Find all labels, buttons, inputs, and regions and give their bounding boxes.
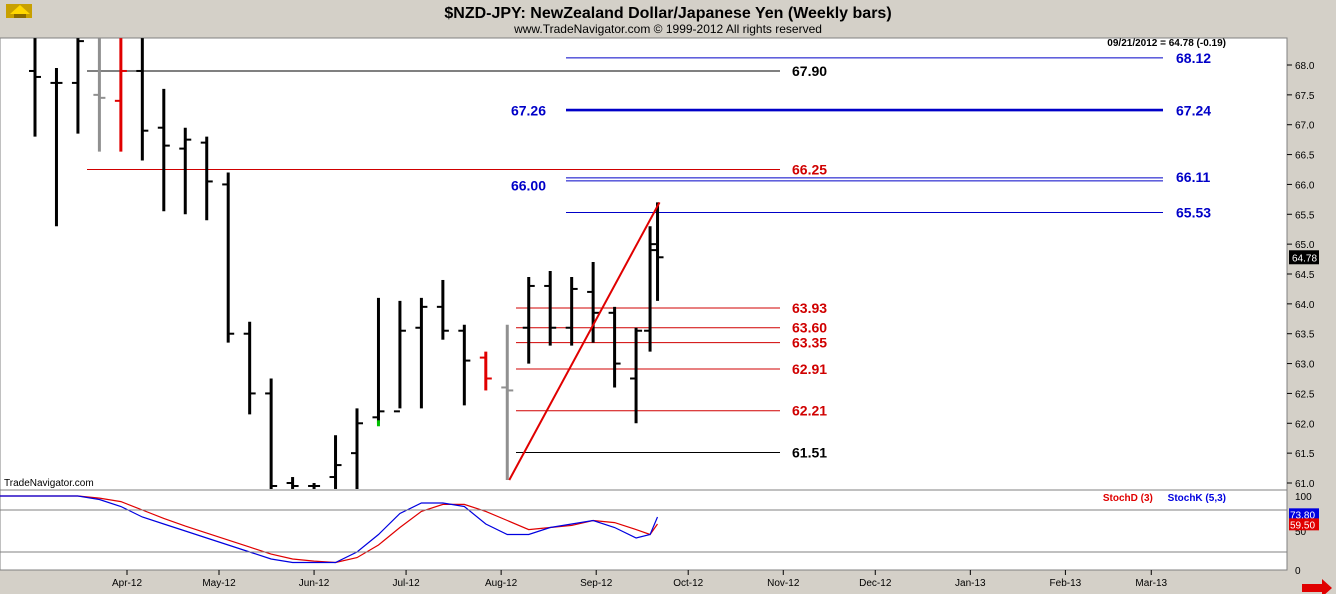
stochastic-pane[interactable] [0, 489, 1288, 571]
red-level-label-1: 63.93 [792, 300, 827, 316]
stoch-tick-1: 50 [1295, 527, 1307, 538]
time-tick-label-9: Jan-13 [955, 578, 986, 589]
price-tick-label-8: 65.0 [1295, 240, 1315, 251]
red-level-label-0: 66.25 [792, 162, 827, 178]
time-tick-label-8: Dec-12 [859, 578, 892, 589]
blue-level-label-2: 67.24 [1176, 102, 1211, 118]
price-tick-label-4: 63.0 [1295, 360, 1315, 371]
chart-subtitle: www.TradeNavigator.com © 1999-2012 All r… [513, 22, 822, 36]
blue-level-label-3: 66.00 [511, 178, 546, 194]
price-tick-label-5: 63.5 [1295, 330, 1315, 341]
stochd-value: 59.50 [1290, 520, 1315, 531]
price-bars [29, 38, 664, 489]
time-tick-label-10: Feb-13 [1050, 578, 1082, 589]
price-pane[interactable] [0, 37, 1288, 491]
stochk-value-box [1289, 508, 1319, 521]
stoch-tick-0: 100 [1295, 492, 1312, 503]
black-level-label-1: 61.51 [792, 445, 827, 461]
time-tick-label-7: Nov-12 [767, 578, 800, 589]
red-level-label-4: 62.91 [792, 361, 827, 377]
time-tick-label-6: Oct-12 [673, 578, 703, 589]
scroll-right-icon[interactable] [1302, 579, 1332, 594]
time-tick-label-0: Apr-12 [112, 578, 142, 589]
price-tick-label-14: 68.0 [1295, 61, 1315, 72]
blue-level-label-0: 68.12 [1176, 50, 1211, 66]
price-tick-label-10: 66.0 [1295, 180, 1315, 191]
red-level-label-3: 63.35 [792, 335, 827, 351]
watermark: TradeNavigator.com [4, 478, 94, 489]
price-readout: 09/21/2012 = 64.78 (-0.19) [1107, 38, 1226, 49]
chart-title: $NZD-JPY: NewZealand Dollar/Japanese Yen… [444, 5, 891, 22]
stoch-legend: StochD (3) StochK (5,3) [1103, 493, 1226, 504]
price-tick-label-12: 67.0 [1295, 121, 1315, 132]
red-level-label-2: 63.60 [792, 320, 827, 336]
price-tick-label-0: 61.0 [1295, 479, 1315, 490]
trend-line [508, 201, 661, 481]
time-tick-label-5: Sep-12 [580, 578, 613, 589]
time-axis: Apr-12 May-12 Jun-12 Jul-12 Aug-12 Sep-12 Oct-… [112, 570, 1168, 589]
current-price-label: 64.78 [1292, 253, 1317, 264]
blue-level-label-4: 66.11 [1176, 169, 1210, 185]
black-level-label-0: 67.90 [792, 63, 827, 79]
price-tick-label-11: 66.5 [1295, 151, 1315, 162]
price-tick-label-1: 61.5 [1295, 449, 1315, 460]
price-tick-label-7: 64.5 [1295, 270, 1315, 281]
time-tick-label-4: Aug-12 [485, 578, 518, 589]
price-tick-label-6: 64.0 [1295, 300, 1315, 311]
logo-icon [6, 4, 32, 18]
price-tick-label-9: 65.5 [1295, 210, 1315, 221]
stoch-tick-2: 0 [1295, 566, 1301, 577]
time-tick-label-3: Jul-12 [392, 578, 420, 589]
stochk-value: 73.80 [1290, 510, 1315, 521]
current-price-box [1289, 250, 1319, 265]
time-tick-label-2: Jun-12 [299, 578, 330, 589]
price-tick-label-13: 67.5 [1295, 91, 1315, 102]
red-level-label-5: 62.21 [792, 403, 827, 419]
price-levels: 68.12 67.26 67.24 66.00 66.11 65.53 66.25 63.93… [87, 50, 1211, 461]
time-tick-label-11: Mar-13 [1135, 578, 1167, 589]
stochd-value-box [1289, 518, 1319, 531]
blue-level-label-1: 67.26 [511, 102, 546, 118]
stochastic-lines [0, 495, 1287, 564]
blue-level-label-5: 65.53 [1176, 204, 1211, 220]
trend-line-group [508, 201, 661, 481]
time-tick-label-1: May-12 [202, 578, 236, 589]
price-tick-label-3: 62.5 [1295, 389, 1315, 400]
price-axis: 61.0 61.5 62.0 62.5 63.0 63.5 64.0 64.5 65.0 65.5… [1287, 61, 1319, 490]
header-bar [0, 0, 1336, 38]
legend-stochd: StochD (3) [1103, 493, 1153, 504]
price-tick-label-2: 62.0 [1295, 419, 1315, 430]
legend-stochk: StochK (5,3) [1168, 493, 1226, 504]
